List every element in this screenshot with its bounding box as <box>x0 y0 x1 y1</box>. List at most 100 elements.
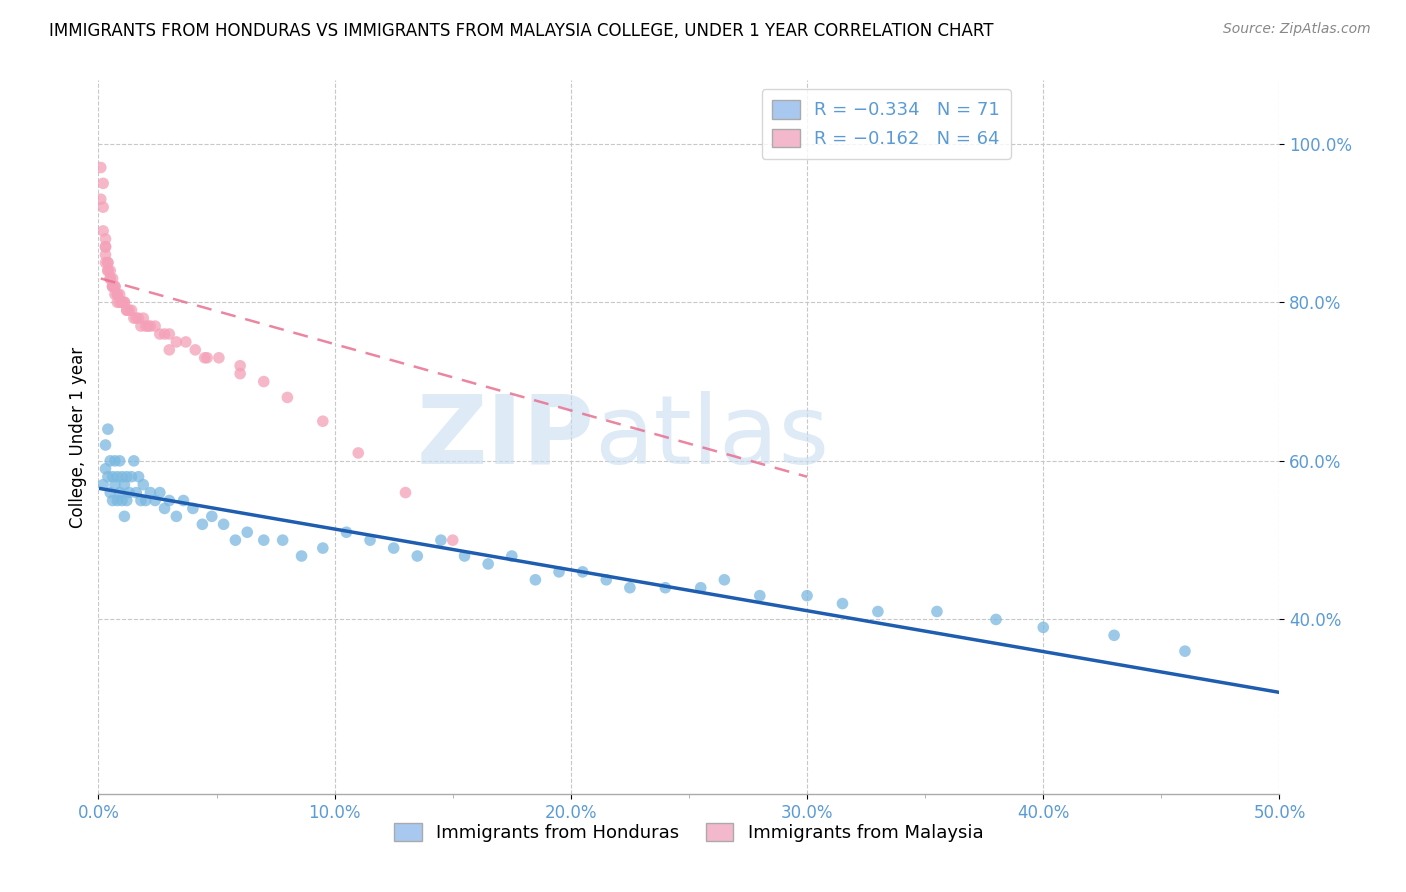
Point <box>132 477 155 491</box>
Point <box>97 469 120 483</box>
Point <box>94 462 117 476</box>
Point <box>128 311 150 326</box>
Point <box>157 343 180 357</box>
Point <box>689 581 711 595</box>
Point <box>619 581 641 595</box>
Point <box>115 303 138 318</box>
Point <box>98 454 121 468</box>
Point <box>796 589 818 603</box>
Point <box>101 279 124 293</box>
Point <box>129 319 152 334</box>
Point <box>115 493 138 508</box>
Point <box>153 501 176 516</box>
Point <box>866 605 889 619</box>
Point <box>347 446 370 460</box>
Point <box>122 454 145 468</box>
Point <box>229 367 252 381</box>
Point <box>201 509 224 524</box>
Point <box>477 557 499 571</box>
Point <box>118 485 141 500</box>
Point <box>104 454 127 468</box>
Point <box>191 517 214 532</box>
Point <box>984 612 1007 626</box>
Point <box>105 287 128 301</box>
Point <box>312 414 335 428</box>
Point <box>108 287 131 301</box>
Point <box>139 319 162 334</box>
Point <box>94 240 117 254</box>
Point <box>654 581 676 595</box>
Point <box>157 326 180 341</box>
Point <box>132 311 155 326</box>
Point <box>111 469 134 483</box>
Point <box>111 493 134 508</box>
Point <box>149 485 172 500</box>
Point <box>135 493 157 508</box>
Point <box>108 454 131 468</box>
Point <box>90 161 112 175</box>
Point <box>748 589 770 603</box>
Point <box>104 287 127 301</box>
Point <box>382 541 405 555</box>
Point <box>172 493 194 508</box>
Point <box>105 469 128 483</box>
Point <box>157 493 180 508</box>
Point <box>165 334 187 349</box>
Point <box>112 295 135 310</box>
Point <box>394 485 416 500</box>
Point <box>153 326 176 341</box>
Point <box>94 240 117 254</box>
Point <box>125 311 148 326</box>
Point <box>1174 644 1197 658</box>
Point <box>98 271 121 285</box>
Point <box>91 177 114 191</box>
Point <box>98 271 121 285</box>
Point <box>253 533 276 548</box>
Point <box>112 477 135 491</box>
Point <box>91 477 114 491</box>
Point <box>101 279 124 293</box>
Point <box>195 351 218 365</box>
Point <box>229 359 252 373</box>
Point <box>276 391 298 405</box>
Point <box>143 493 166 508</box>
Legend: Immigrants from Honduras, Immigrants from Malaysia: Immigrants from Honduras, Immigrants fro… <box>387 815 991 849</box>
Point <box>97 255 120 269</box>
Point <box>571 565 593 579</box>
Point <box>97 422 120 436</box>
Point <box>165 509 187 524</box>
Point <box>135 319 157 334</box>
Point <box>112 295 135 310</box>
Point <box>94 248 117 262</box>
Point <box>441 533 464 548</box>
Point <box>149 326 172 341</box>
Point <box>359 533 381 548</box>
Point <box>406 549 429 563</box>
Point <box>105 287 128 301</box>
Point <box>101 493 124 508</box>
Point <box>548 565 571 579</box>
Point <box>98 263 121 277</box>
Point <box>91 200 114 214</box>
Point <box>104 279 127 293</box>
Point <box>115 469 138 483</box>
Point <box>104 279 127 293</box>
Y-axis label: College, Under 1 year: College, Under 1 year <box>69 346 87 528</box>
Point <box>101 271 124 285</box>
Point <box>97 263 120 277</box>
Point <box>101 469 124 483</box>
Point <box>524 573 547 587</box>
Point <box>925 605 948 619</box>
Point <box>105 295 128 310</box>
Point <box>253 375 276 389</box>
Point <box>111 295 134 310</box>
Point <box>212 517 235 532</box>
Point <box>1102 628 1125 642</box>
Point <box>97 263 120 277</box>
Point <box>129 493 152 508</box>
Point <box>98 485 121 500</box>
Point <box>224 533 246 548</box>
Point <box>122 311 145 326</box>
Point <box>101 279 124 293</box>
Point <box>713 573 735 587</box>
